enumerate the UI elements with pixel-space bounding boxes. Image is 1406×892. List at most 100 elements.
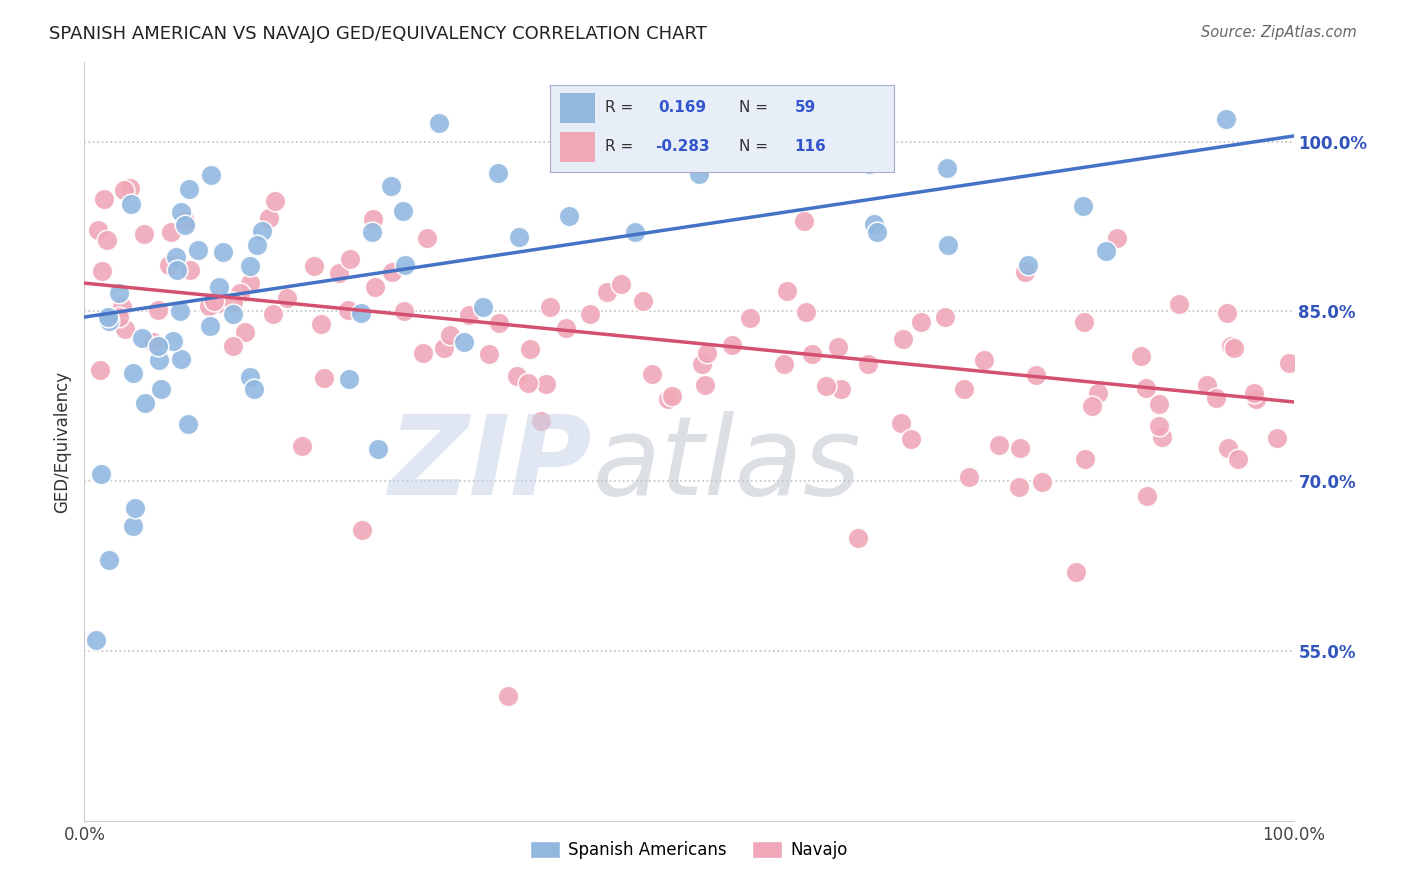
Point (202, 294, 225, 309)
Point (472, 300, 495, 314)
Text: SPANISH AMERICAN VS NAVAJO GED/EQUIVALENCY CORRELATION CHART: SPANISH AMERICAN VS NAVAJO GED/EQUIVALEN… (49, 25, 707, 43)
Text: atlas: atlas (592, 411, 860, 517)
Point (291, 439, 314, 453)
Point (309, 318, 332, 332)
Point (89, 363, 111, 377)
Point (149, 382, 172, 396)
Point (657, 392, 679, 407)
Point (200, 168, 222, 182)
Point (212, 244, 235, 259)
Point (641, 367, 664, 381)
Point (1017, 258, 1039, 272)
Point (488, 316, 510, 330)
Point (243, 382, 266, 396)
Point (108, 286, 131, 301)
Point (257, 211, 280, 226)
Point (416, 231, 439, 245)
Point (1147, 418, 1170, 433)
Point (579, 307, 602, 321)
Point (239, 276, 262, 290)
Point (938, 238, 960, 252)
Point (350, 523, 373, 537)
Point (97, 310, 120, 324)
Point (858, 357, 880, 371)
Point (97, 553, 120, 567)
Point (1216, 441, 1239, 455)
Point (90, 467, 112, 482)
Point (148, 353, 170, 368)
Point (207, 295, 229, 310)
Point (91, 264, 114, 278)
Point (631, 293, 654, 308)
Point (176, 417, 198, 431)
Point (86, 632, 108, 647)
Point (170, 351, 193, 366)
Legend: Spanish Americans, Navajo: Spanish Americans, Navajo (523, 834, 855, 865)
Point (148, 339, 170, 353)
Point (1136, 489, 1159, 503)
Point (695, 378, 717, 392)
Point (162, 334, 184, 349)
Text: Source: ZipAtlas.com: Source: ZipAtlas.com (1201, 25, 1357, 40)
Point (328, 266, 350, 280)
Point (146, 303, 169, 318)
Point (339, 252, 361, 267)
Point (793, 213, 815, 227)
Point (412, 345, 434, 359)
Point (720, 338, 742, 352)
Point (198, 299, 221, 313)
Point (890, 416, 912, 430)
Point (1168, 297, 1191, 311)
Point (87, 222, 110, 236)
Point (246, 238, 269, 252)
Point (1219, 339, 1241, 353)
Point (111, 300, 134, 314)
Point (1130, 349, 1153, 363)
Point (179, 262, 201, 277)
Point (1278, 356, 1301, 370)
Point (1205, 391, 1227, 405)
Point (1064, 565, 1087, 579)
Point (830, 382, 852, 396)
Point (302, 259, 325, 273)
Point (506, 369, 529, 384)
Point (453, 334, 475, 349)
Point (160, 226, 183, 240)
Point (1147, 396, 1170, 410)
Point (690, 357, 713, 371)
Point (815, 379, 838, 393)
Point (1010, 442, 1032, 456)
Point (221, 307, 243, 321)
Point (1216, 306, 1239, 320)
Point (1087, 386, 1109, 401)
Point (1031, 475, 1053, 489)
Point (900, 432, 922, 446)
Point (530, 414, 553, 428)
Point (1071, 199, 1094, 213)
Point (858, 157, 880, 171)
Point (773, 357, 796, 371)
Point (112, 182, 135, 196)
Point (134, 396, 156, 410)
Point (534, 377, 557, 392)
Point (558, 210, 581, 224)
Point (208, 279, 231, 293)
Point (1223, 341, 1246, 355)
Point (1007, 479, 1029, 493)
Point (276, 291, 298, 305)
Point (610, 277, 633, 291)
Point (262, 307, 284, 321)
Point (1094, 244, 1116, 258)
Point (97, 314, 120, 328)
Point (794, 305, 817, 319)
Point (121, 366, 143, 380)
Point (391, 203, 413, 218)
Point (1244, 392, 1267, 406)
Point (174, 214, 197, 228)
Point (170, 205, 193, 219)
Point (800, 347, 823, 361)
Point (118, 180, 141, 194)
Point (1105, 231, 1128, 245)
Point (114, 321, 136, 335)
Point (165, 250, 187, 264)
